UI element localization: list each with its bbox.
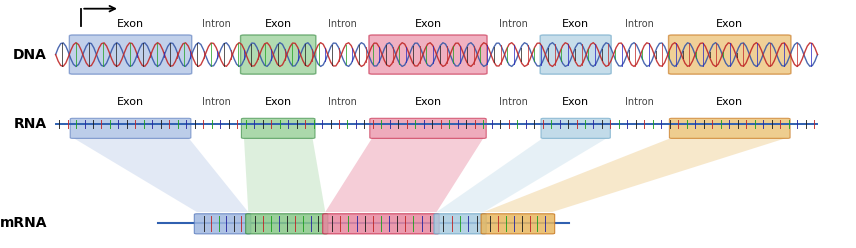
FancyBboxPatch shape xyxy=(323,214,439,234)
FancyBboxPatch shape xyxy=(246,214,328,234)
FancyBboxPatch shape xyxy=(69,35,192,74)
Text: Exon: Exon xyxy=(716,19,743,29)
FancyBboxPatch shape xyxy=(241,118,315,138)
FancyBboxPatch shape xyxy=(434,214,486,234)
FancyBboxPatch shape xyxy=(369,35,487,74)
Text: Exon: Exon xyxy=(117,97,144,107)
FancyBboxPatch shape xyxy=(540,35,611,74)
Text: Intron: Intron xyxy=(499,97,528,107)
Text: Exon: Exon xyxy=(562,19,589,29)
Polygon shape xyxy=(73,138,248,212)
Text: RNA: RNA xyxy=(14,117,47,131)
Polygon shape xyxy=(244,138,325,212)
FancyBboxPatch shape xyxy=(70,118,191,138)
Text: Intron: Intron xyxy=(499,19,528,29)
Text: Exon: Exon xyxy=(117,19,144,29)
FancyBboxPatch shape xyxy=(669,35,791,74)
Text: Intron: Intron xyxy=(328,97,357,107)
FancyBboxPatch shape xyxy=(370,118,486,138)
Text: Intron: Intron xyxy=(202,19,230,29)
FancyBboxPatch shape xyxy=(481,214,555,234)
Text: Exon: Exon xyxy=(414,97,442,107)
Text: Exon: Exon xyxy=(716,97,743,107)
Text: Intron: Intron xyxy=(626,19,654,29)
FancyBboxPatch shape xyxy=(194,214,251,234)
Polygon shape xyxy=(325,138,484,212)
FancyBboxPatch shape xyxy=(541,118,610,138)
FancyBboxPatch shape xyxy=(241,35,316,74)
FancyBboxPatch shape xyxy=(669,118,790,138)
Text: Intron: Intron xyxy=(626,97,654,107)
Text: Exon: Exon xyxy=(414,19,442,29)
Text: mRNA: mRNA xyxy=(0,216,47,230)
Polygon shape xyxy=(437,138,608,212)
Text: Intron: Intron xyxy=(328,19,357,29)
Text: DNA: DNA xyxy=(13,48,47,62)
Text: Exon: Exon xyxy=(562,97,589,107)
Text: Exon: Exon xyxy=(265,19,292,29)
Text: Intron: Intron xyxy=(202,97,230,107)
Text: Exon: Exon xyxy=(265,97,292,107)
Polygon shape xyxy=(484,138,788,212)
